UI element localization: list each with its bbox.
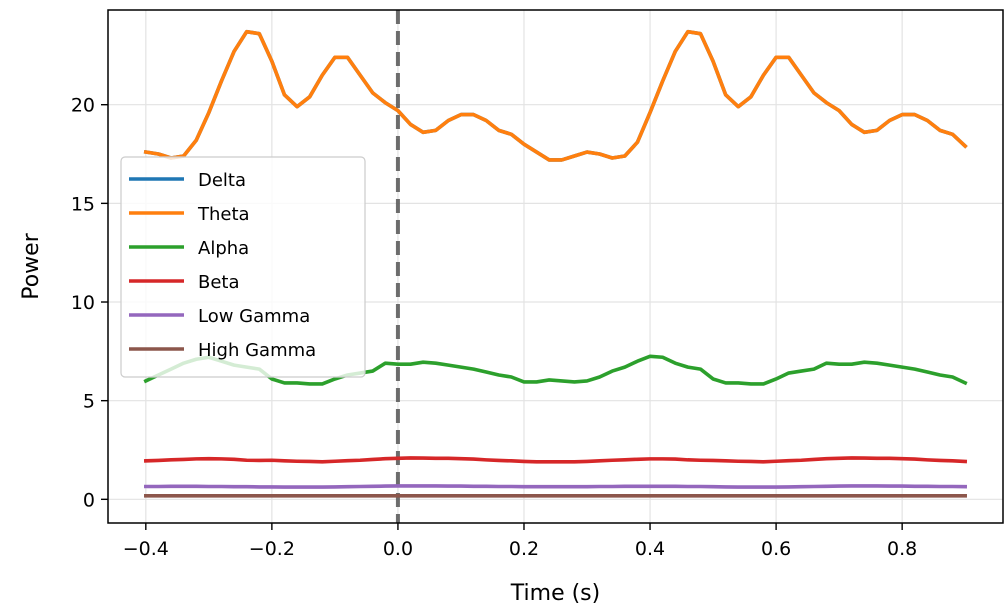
series-line-theta: [143, 29, 968, 162]
x-tick-label: −0.2: [249, 538, 295, 560]
y-tick-label: 5: [83, 391, 95, 413]
y-tick-label: 10: [71, 292, 95, 314]
x-tick-label: 0.8: [887, 538, 917, 560]
x-tick-label: 0.6: [761, 538, 791, 560]
x-axis-label: Time (s): [510, 581, 600, 606]
legend-label-beta: Beta: [198, 272, 240, 293]
x-tick-label: 0.0: [383, 538, 413, 560]
legend-label-alpha: Alpha: [198, 238, 249, 259]
series-line-low-gamma: [144, 484, 968, 489]
series-line-beta: [143, 456, 968, 464]
y-tick-label: 20: [71, 95, 95, 117]
y-axis-label: Power: [19, 232, 44, 299]
y-tick-label: 15: [71, 193, 95, 215]
x-tick-label: −0.4: [123, 538, 169, 560]
legend-label-delta: Delta: [198, 170, 246, 191]
series-line-alpha: [143, 354, 968, 386]
legend-label-theta: Theta: [197, 204, 250, 225]
y-tick-label: 0: [83, 489, 95, 511]
axis-ticks: −0.4 −0.2 0.0 0.2 0.4 0.6 0.8 0 5 10 15 20: [71, 95, 917, 560]
legend: Delta Theta Alpha Beta Low Gamma High Gamma: [120, 156, 366, 378]
x-tick-label: 0.4: [635, 538, 665, 560]
plot-frame: [107, 9, 1004, 524]
legend-label-low-gamma: Low Gamma: [198, 306, 310, 327]
x-tick-label: 0.2: [509, 538, 539, 560]
series-lines: [143, 29, 968, 498]
legend-label-high-gamma: High Gamma: [198, 340, 316, 361]
